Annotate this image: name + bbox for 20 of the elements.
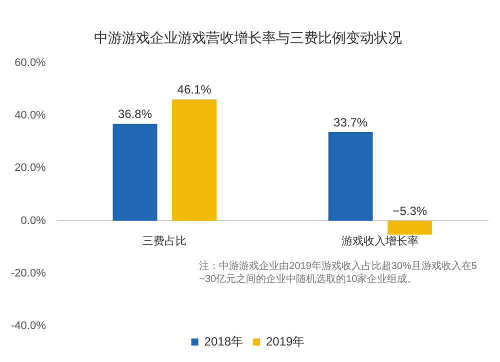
y-tick-label: 0.0% bbox=[20, 214, 46, 227]
y-tick-label: -20.0% bbox=[10, 267, 46, 280]
legend-label: 2019年 bbox=[266, 334, 305, 348]
y-tick-label: 40.0% bbox=[14, 109, 46, 122]
x-tick-label: 游戏收入增长率 bbox=[342, 234, 419, 248]
y-tick-label: 20.0% bbox=[14, 162, 46, 174]
data-label: 46.1% bbox=[177, 82, 212, 97]
bar bbox=[172, 99, 217, 221]
y-tick-label: -40.0% bbox=[10, 320, 46, 332]
data-label: 33.7% bbox=[334, 115, 368, 130]
bar bbox=[388, 220, 432, 235]
chart-title: 中游游戏企业游戏营收增长率与三费比例变动状况 bbox=[94, 29, 402, 46]
legend-label: 2018年 bbox=[204, 334, 244, 348]
data-label: 36.8% bbox=[118, 107, 152, 122]
data-label: −5.3% bbox=[392, 204, 428, 218]
x-tick-label: 三费占比 bbox=[142, 234, 187, 248]
y-tick-label: 60.0% bbox=[14, 56, 46, 69]
bar bbox=[328, 132, 373, 221]
annotation: 注：中游游戏企业由2019年游戏收入占比超30%且游戏收入在5~30亿元之间的企业中随机选取的10家企业组成。 bbox=[199, 260, 478, 286]
bar bbox=[112, 124, 158, 221]
